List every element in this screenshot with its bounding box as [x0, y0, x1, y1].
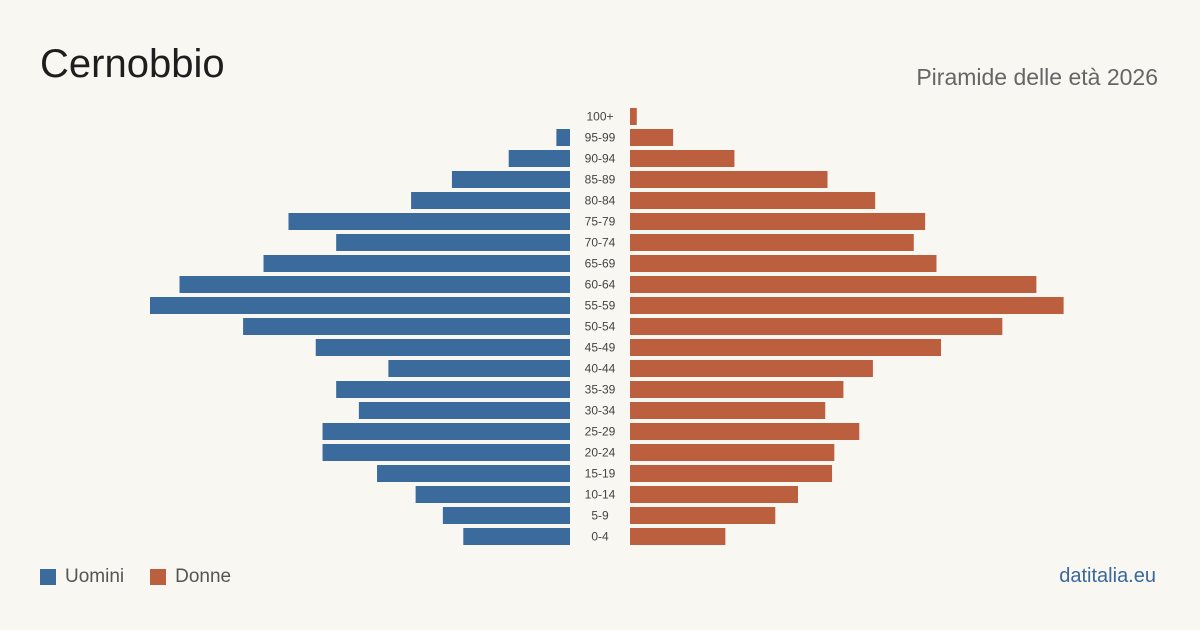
age-label-100+: 100+ — [586, 110, 613, 124]
source-link[interactable]: datitalia.eu — [1059, 565, 1156, 587]
bar-men-80-84 — [411, 192, 570, 209]
bar-men-65-69 — [263, 255, 570, 272]
age-label-95-99: 95-99 — [585, 131, 616, 145]
legend-label-men: Uomini — [65, 566, 125, 587]
age-label-15-19: 15-19 — [585, 467, 616, 481]
age-label-40-44: 40-44 — [585, 362, 616, 376]
legend-swatch-men — [40, 569, 56, 585]
bar-men-50-54 — [243, 318, 570, 335]
legend-label-women: Donne — [175, 566, 232, 587]
bar-women-20-24 — [630, 444, 835, 461]
bar-men-35-39 — [336, 381, 570, 398]
bar-men-25-29 — [322, 423, 570, 440]
age-label-50-54: 50-54 — [585, 320, 616, 334]
bar-men-55-59 — [150, 297, 570, 314]
age-label-20-24: 20-24 — [585, 446, 616, 460]
bar-men-95-99 — [556, 129, 570, 146]
age-label-65-69: 65-69 — [585, 257, 616, 271]
bar-women-60-64 — [630, 276, 1037, 293]
bar-women-70-74 — [630, 234, 914, 251]
legend-swatch-women — [150, 569, 167, 585]
bar-men-75-79 — [288, 213, 570, 230]
bar-women-30-34 — [630, 402, 826, 419]
page-title: Cernobbio — [40, 42, 225, 86]
bar-women-45-49 — [630, 339, 942, 356]
bar-men-60-64 — [179, 276, 570, 293]
bar-women-55-59 — [630, 297, 1064, 314]
bar-women-10-14 — [630, 486, 798, 503]
bar-women-95-99 — [630, 129, 674, 146]
bar-women-25-29 — [630, 423, 860, 440]
bar-men-5-9 — [442, 507, 570, 524]
bar-women-35-39 — [630, 381, 844, 398]
age-label-75-79: 75-79 — [585, 215, 616, 229]
legend-item-men: Uomini — [40, 566, 124, 588]
bar-women-50-54 — [630, 318, 1003, 335]
bar-women-65-69 — [630, 255, 937, 272]
age-label-90-94: 90-94 — [585, 152, 616, 166]
bar-men-15-19 — [377, 465, 570, 482]
age-label-45-49: 45-49 — [585, 341, 616, 355]
bar-men-20-24 — [322, 444, 570, 461]
bar-men-0-4 — [463, 528, 570, 545]
bar-men-40-44 — [388, 360, 570, 377]
bar-women-40-44 — [630, 360, 873, 377]
chart-subtitle: Piramide delle età 2026 — [916, 64, 1158, 90]
age-label-60-64: 60-64 — [585, 278, 616, 292]
bar-men-45-49 — [315, 339, 570, 356]
age-label-55-59: 55-59 — [585, 299, 616, 313]
age-label-70-74: 70-74 — [585, 236, 616, 250]
bar-men-70-74 — [336, 234, 570, 251]
age-label-10-14: 10-14 — [585, 488, 616, 502]
bar-women-5-9 — [630, 507, 776, 524]
bar-women-90-94 — [630, 150, 735, 167]
bar-women-100+ — [630, 108, 637, 125]
bar-men-85-89 — [451, 171, 570, 188]
bar-women-15-19 — [630, 465, 833, 482]
bar-men-30-34 — [358, 402, 570, 419]
age-label-0-4: 0-4 — [591, 530, 609, 544]
age-label-30-34: 30-34 — [585, 404, 616, 418]
bar-men-90-94 — [508, 150, 570, 167]
age-label-25-29: 25-29 — [585, 425, 616, 439]
bar-women-0-4 — [630, 528, 726, 545]
bar-men-10-14 — [415, 486, 570, 503]
age-label-35-39: 35-39 — [585, 383, 616, 397]
age-label-80-84: 80-84 — [585, 194, 616, 208]
bar-women-80-84 — [630, 192, 876, 209]
bar-women-75-79 — [630, 213, 926, 230]
bar-women-85-89 — [630, 171, 828, 188]
legend: Uomini Donne — [40, 566, 257, 588]
age-label-85-89: 85-89 — [585, 173, 616, 187]
legend-item-women: Donne — [150, 566, 231, 588]
age-label-5-9: 5-9 — [591, 509, 609, 523]
